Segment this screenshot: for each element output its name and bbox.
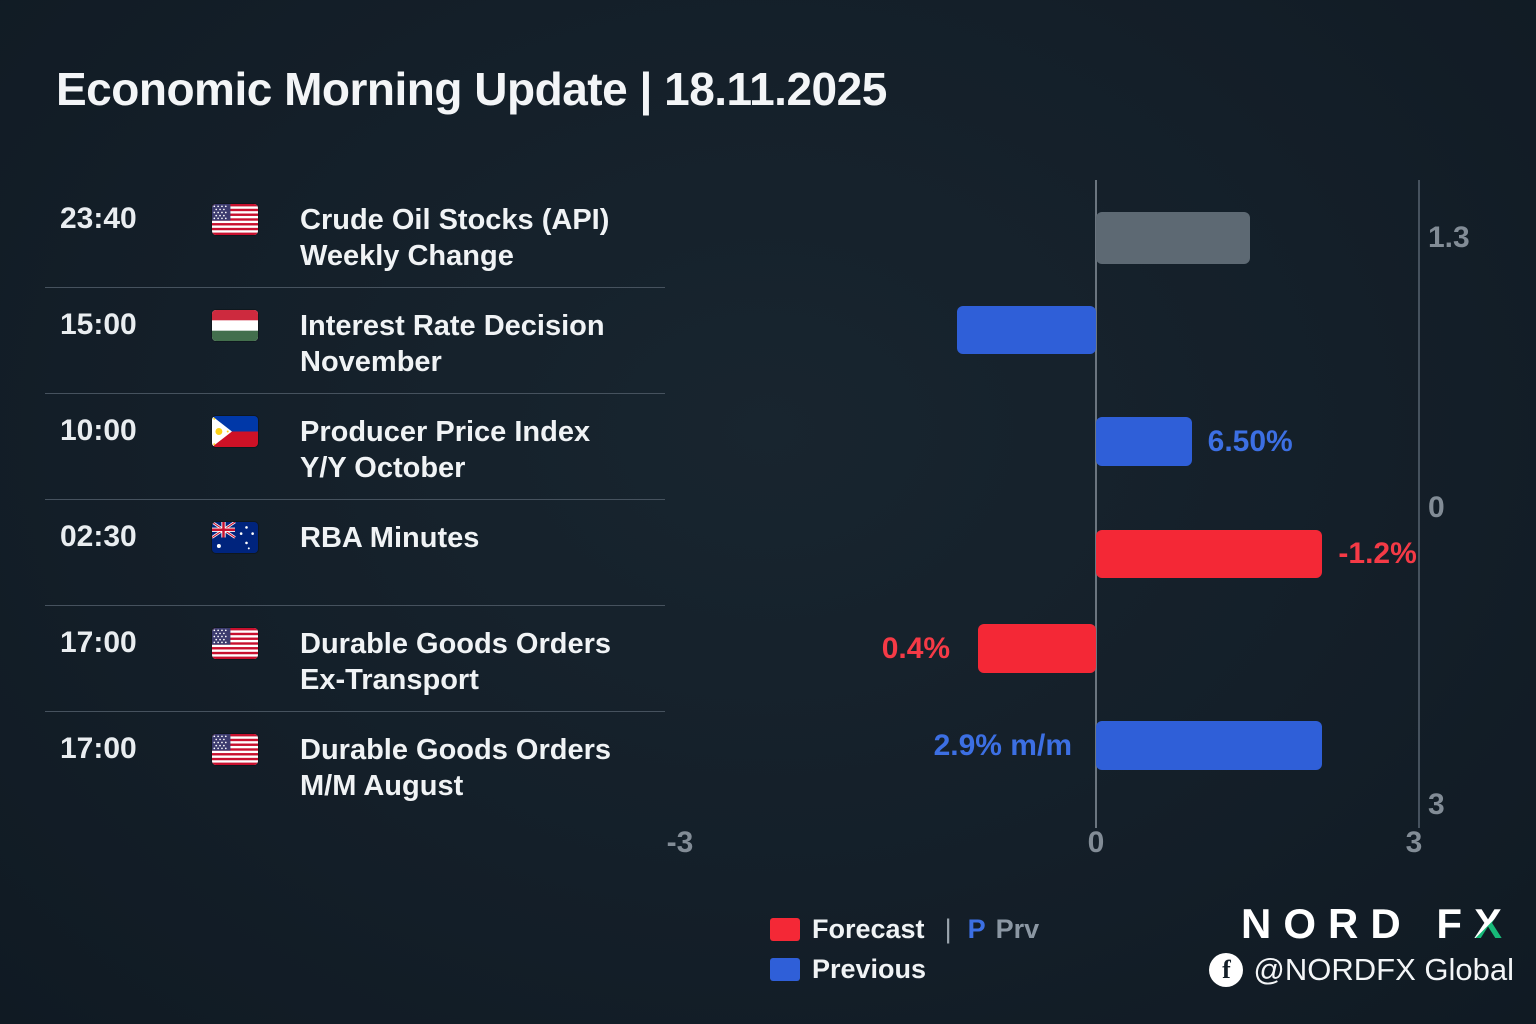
branding: NORD FX f @NORDFX Global	[1209, 900, 1514, 988]
event-row: 17:00	[45, 712, 665, 818]
event-row: 15:00 Interest Rate Decision November	[45, 288, 665, 394]
bar-forecast	[1096, 530, 1323, 578]
event-row: 02:30	[45, 500, 665, 606]
legend-forecast-line: Forecast | P Prv	[770, 912, 1039, 946]
hungary-flag	[212, 310, 258, 341]
legend-previous-line: Previous	[770, 952, 1039, 986]
us-flag	[212, 734, 258, 765]
bar-forecast	[978, 624, 1096, 673]
us-flag	[212, 204, 258, 235]
australia-flag	[212, 522, 258, 553]
forecast-swatch-icon	[770, 917, 800, 941]
right-axis-label: 3	[1428, 788, 1445, 821]
legend-prv-label: Prv	[995, 913, 1040, 944]
right-axis-label: 0	[1428, 491, 1445, 524]
page-title: Economic Morning Update | 18.11.2025	[56, 63, 887, 115]
event-name: Durable Goods Orders Ex-Transport	[300, 628, 612, 696]
event-list: 23:40	[45, 182, 665, 818]
right-axis-label: 1.3	[1428, 221, 1470, 254]
event-name: Crude Oil Stocks (API) Weekly Change	[300, 204, 610, 272]
bar-neutral	[1096, 212, 1251, 264]
event-time: 15:00	[60, 308, 137, 341]
social-handle: @NORDFX Global	[1253, 952, 1514, 987]
facebook-icon: f	[1209, 953, 1244, 987]
us-flag	[212, 628, 258, 659]
event-row: 17:00	[45, 606, 665, 712]
bar-value-label: 6.50%	[1207, 424, 1293, 458]
bar-previous	[957, 306, 1096, 354]
event-name: Durable Goods Orders M/M August	[300, 734, 612, 802]
nordfx-logo: NORD FX	[1240, 900, 1514, 947]
social-line: f @NORDFX Global	[1209, 952, 1514, 988]
legend-forecast-label: Forecast	[812, 913, 925, 944]
previous-swatch-icon	[770, 957, 800, 981]
chart-legend: Forecast | P Prv Previous	[770, 912, 1039, 992]
philippines-flag	[212, 416, 258, 447]
x-tick: 0	[1087, 826, 1105, 859]
event-time: 10:00	[60, 414, 137, 447]
event-time: 23:40	[60, 202, 137, 235]
event-name: Producer Price Index Y/Y October	[300, 416, 591, 484]
event-time: 17:00	[60, 732, 137, 765]
bar-value-label: -1.2%	[1338, 537, 1417, 570]
zero-axis-line	[1095, 180, 1097, 828]
x-tick: -3	[666, 826, 694, 859]
right-axis-line	[1418, 180, 1420, 828]
event-row: 23:40	[45, 182, 665, 288]
event-time: 17:00	[60, 626, 137, 659]
x-tick: 3	[1405, 826, 1423, 859]
event-name: RBA Minutes	[300, 522, 480, 554]
event-time: 02:30	[60, 520, 137, 553]
event-name: Interest Rate Decision November	[300, 310, 605, 378]
logo-x-accent: X	[1473, 900, 1514, 947]
bar-previous	[1096, 417, 1192, 466]
event-row: 10:00 Producer Price Index Y/Y October	[45, 394, 665, 500]
legend-prv-p: P	[967, 913, 986, 944]
bar-value-label: 0.4%	[881, 631, 951, 665]
bar-value-label: 2.9% m/m	[933, 728, 1072, 762]
legend-previous-label: Previous	[812, 953, 927, 984]
bar-previous	[1096, 721, 1323, 770]
legend-separator: |	[944, 913, 952, 944]
